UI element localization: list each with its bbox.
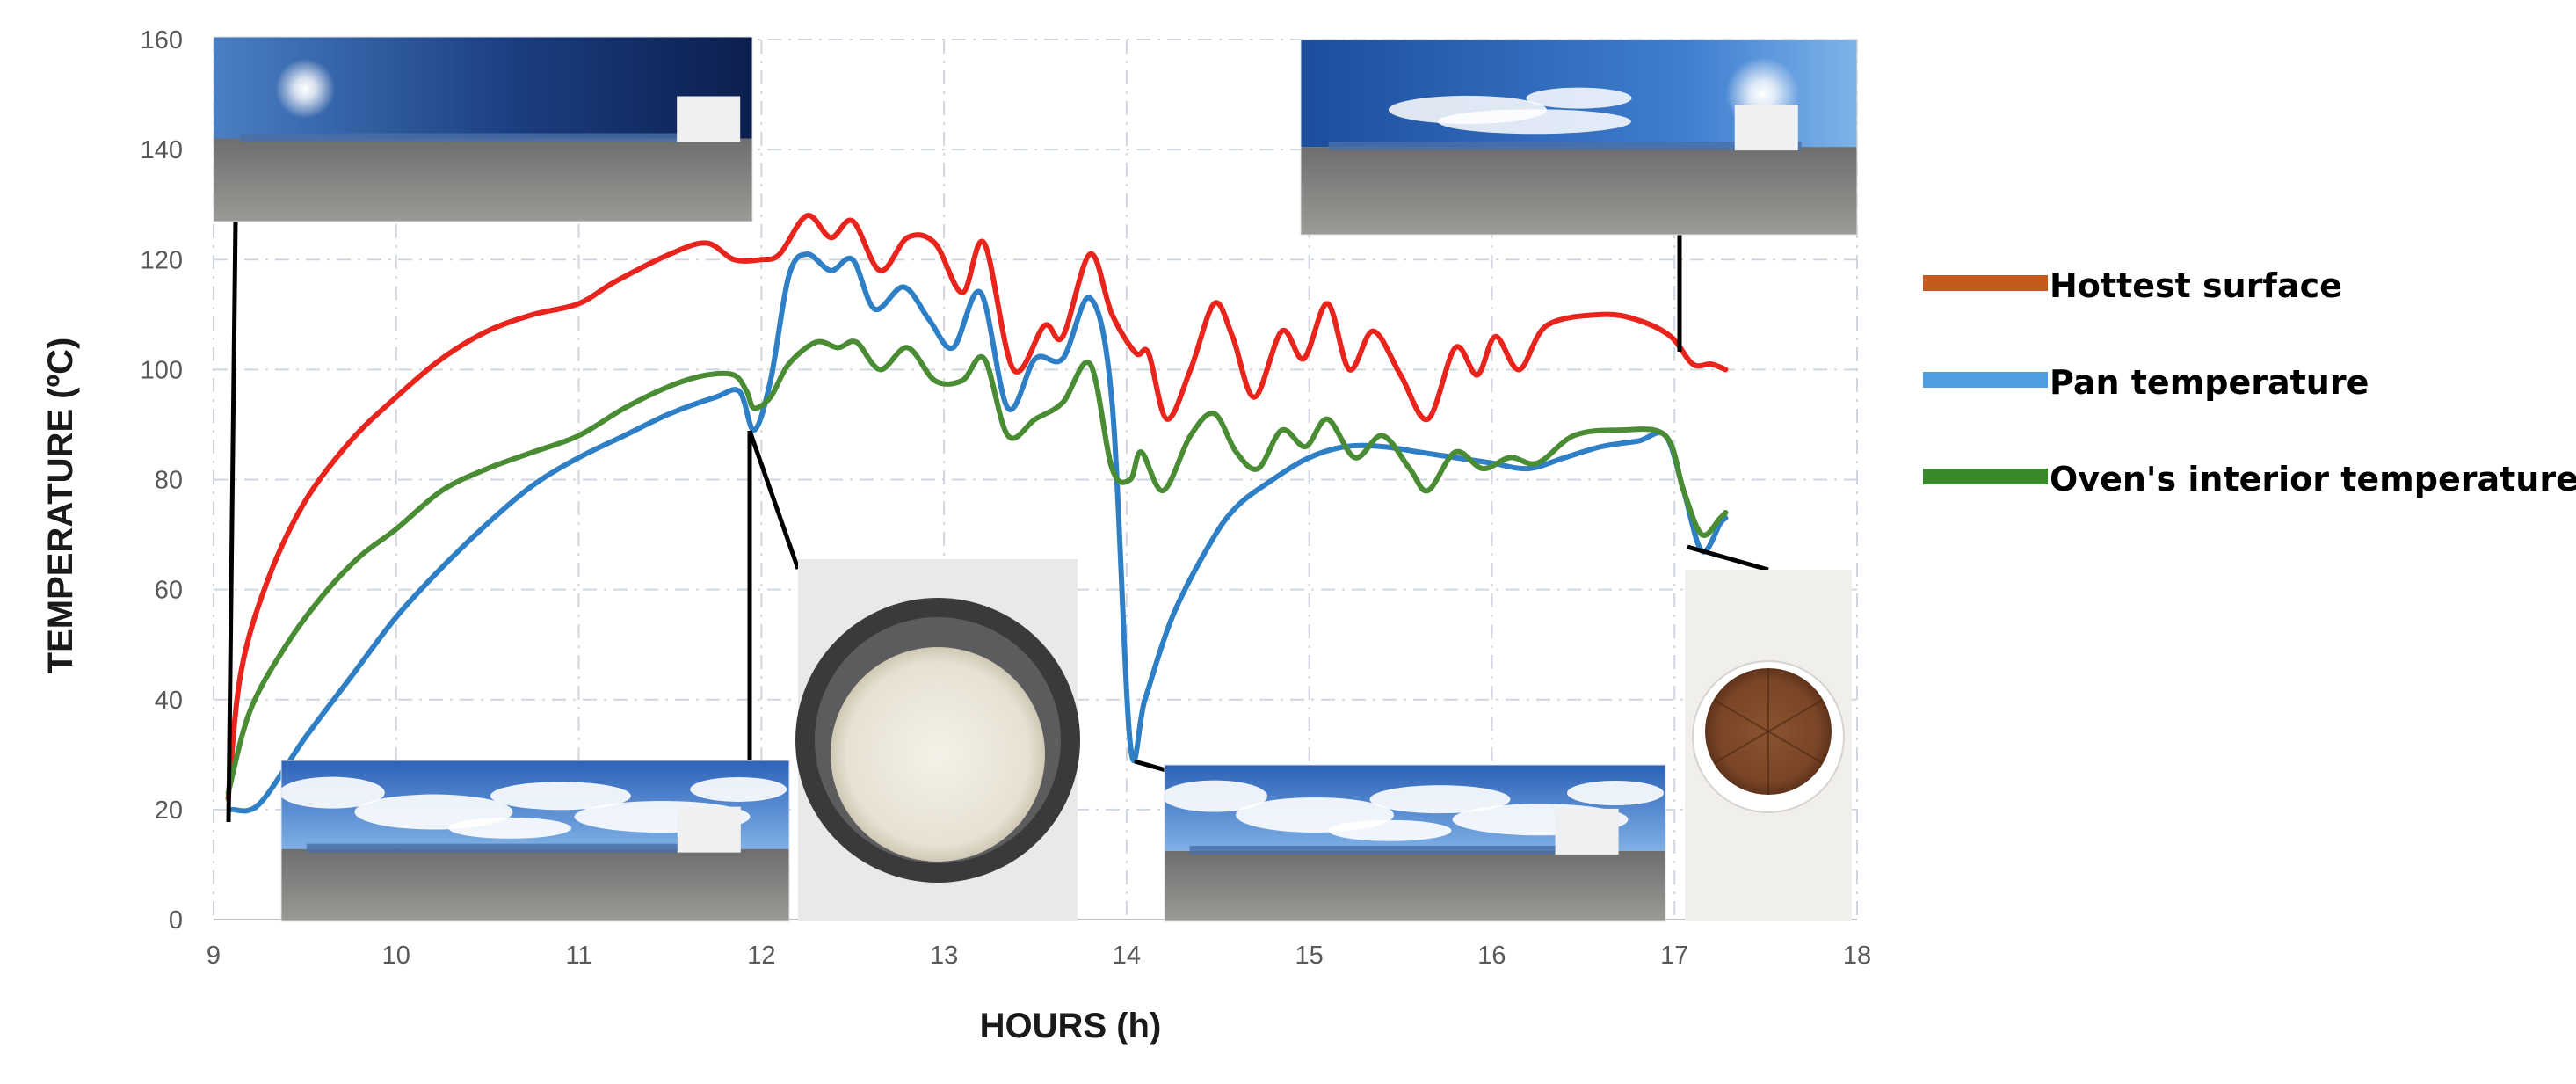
cloud-icon	[1162, 780, 1267, 812]
water-tank	[1555, 808, 1619, 855]
x-tick-label: 9	[207, 942, 221, 970]
photo-sky-panorama-sun-right	[1300, 39, 1858, 236]
ground	[214, 138, 752, 222]
y-tick-label: 160	[141, 26, 183, 55]
y-tick-label: 0	[169, 906, 183, 935]
y-tick-label: 40	[155, 687, 183, 715]
cloud-icon	[490, 782, 631, 811]
photo-pointer-line	[747, 430, 801, 570]
y-tick-label: 120	[141, 246, 183, 274]
photo-frame	[1164, 764, 1666, 922]
x-tick-label: 18	[1843, 942, 1871, 970]
photo-cooked-rice-pan	[795, 559, 1080, 921]
photo-sky-panorama-sun-left	[213, 36, 753, 222]
cake-slice-line	[1713, 699, 1824, 764]
y-tick-label: 80	[155, 467, 183, 495]
legend-entry: Pan temperature	[1923, 363, 2369, 402]
water-tank	[677, 806, 741, 853]
photo-frame	[280, 760, 790, 922]
cloud-icon	[1526, 87, 1632, 109]
x-tick-label: 15	[1295, 942, 1324, 970]
photo-baked-cake	[1685, 570, 1852, 921]
cloud-icon	[1328, 819, 1452, 841]
y-tick-label: 140	[141, 136, 183, 164]
photo-pointers	[226, 219, 1769, 823]
legend-label: Hottest surface	[2050, 266, 2342, 305]
photo-insets	[213, 36, 1858, 922]
ground	[1301, 147, 1857, 235]
photo-sky-panorama-clouds-morning	[279, 760, 790, 922]
photo-pointer-line	[226, 219, 238, 823]
x-tick-label: 13	[930, 942, 958, 970]
water-tank	[1734, 105, 1798, 151]
x-tick-label: 12	[747, 942, 775, 970]
legend-label: Oven's interior temperature	[2050, 460, 2576, 498]
ground	[1165, 850, 1665, 921]
cloud-icon	[279, 776, 385, 809]
legend: Hottest surface Pan temperature Oven's int…	[1923, 266, 2576, 498]
legend-swatch	[1923, 275, 2048, 291]
water-tank	[677, 96, 741, 142]
legend-swatch	[1923, 469, 2048, 484]
series-lines	[225, 213, 1729, 814]
photo-frame	[1300, 39, 1858, 236]
legend-entry: Oven's interior temperature	[1923, 460, 2576, 498]
series-oven-interior-line	[225, 338, 1729, 797]
x-tick-label: 14	[1113, 942, 1141, 970]
legend-swatch	[1923, 372, 2048, 388]
x-tick-label: 16	[1477, 942, 1506, 970]
cloud-icon	[690, 776, 787, 802]
x-tick-label: 10	[382, 942, 410, 970]
cloud-icon	[448, 817, 572, 839]
horizon-strip	[1328, 142, 1802, 151]
rice	[831, 647, 1045, 862]
y-axis-title: TEMPERATURE (ºC)	[41, 338, 80, 674]
y-tick-label: 20	[155, 797, 183, 825]
x-axis-title: HOURS (h)	[980, 1007, 1162, 1045]
photo-pointer-line	[1687, 544, 1769, 572]
legend-entry: Hottest surface	[1923, 266, 2342, 305]
cloud-icon	[1369, 785, 1511, 814]
x-tick-label: 17	[1660, 942, 1688, 970]
cloud-icon	[1437, 109, 1631, 135]
photo-pointer-line	[1134, 759, 1170, 774]
legend-label: Pan temperature	[2050, 363, 2369, 402]
ground	[281, 848, 789, 921]
cloud-icon	[1567, 781, 1664, 806]
horizon-strip	[306, 843, 739, 853]
x-tick-label: 11	[566, 942, 592, 970]
series-hottest-surface-line	[225, 213, 1729, 802]
y-tick-label: 60	[155, 577, 183, 605]
sun-icon	[275, 58, 336, 119]
photo-sky-panorama-clouds-afternoon	[1162, 764, 1666, 922]
axis-ticks: 9 10 11 12 13 14 15 16 17 18 0 20 40 60 80 100 120 140 160	[141, 26, 1872, 970]
photo-frame	[213, 36, 753, 222]
y-tick-label: 100	[141, 356, 183, 384]
horizon-strip	[1189, 845, 1615, 855]
horizon-strip	[240, 133, 699, 142]
